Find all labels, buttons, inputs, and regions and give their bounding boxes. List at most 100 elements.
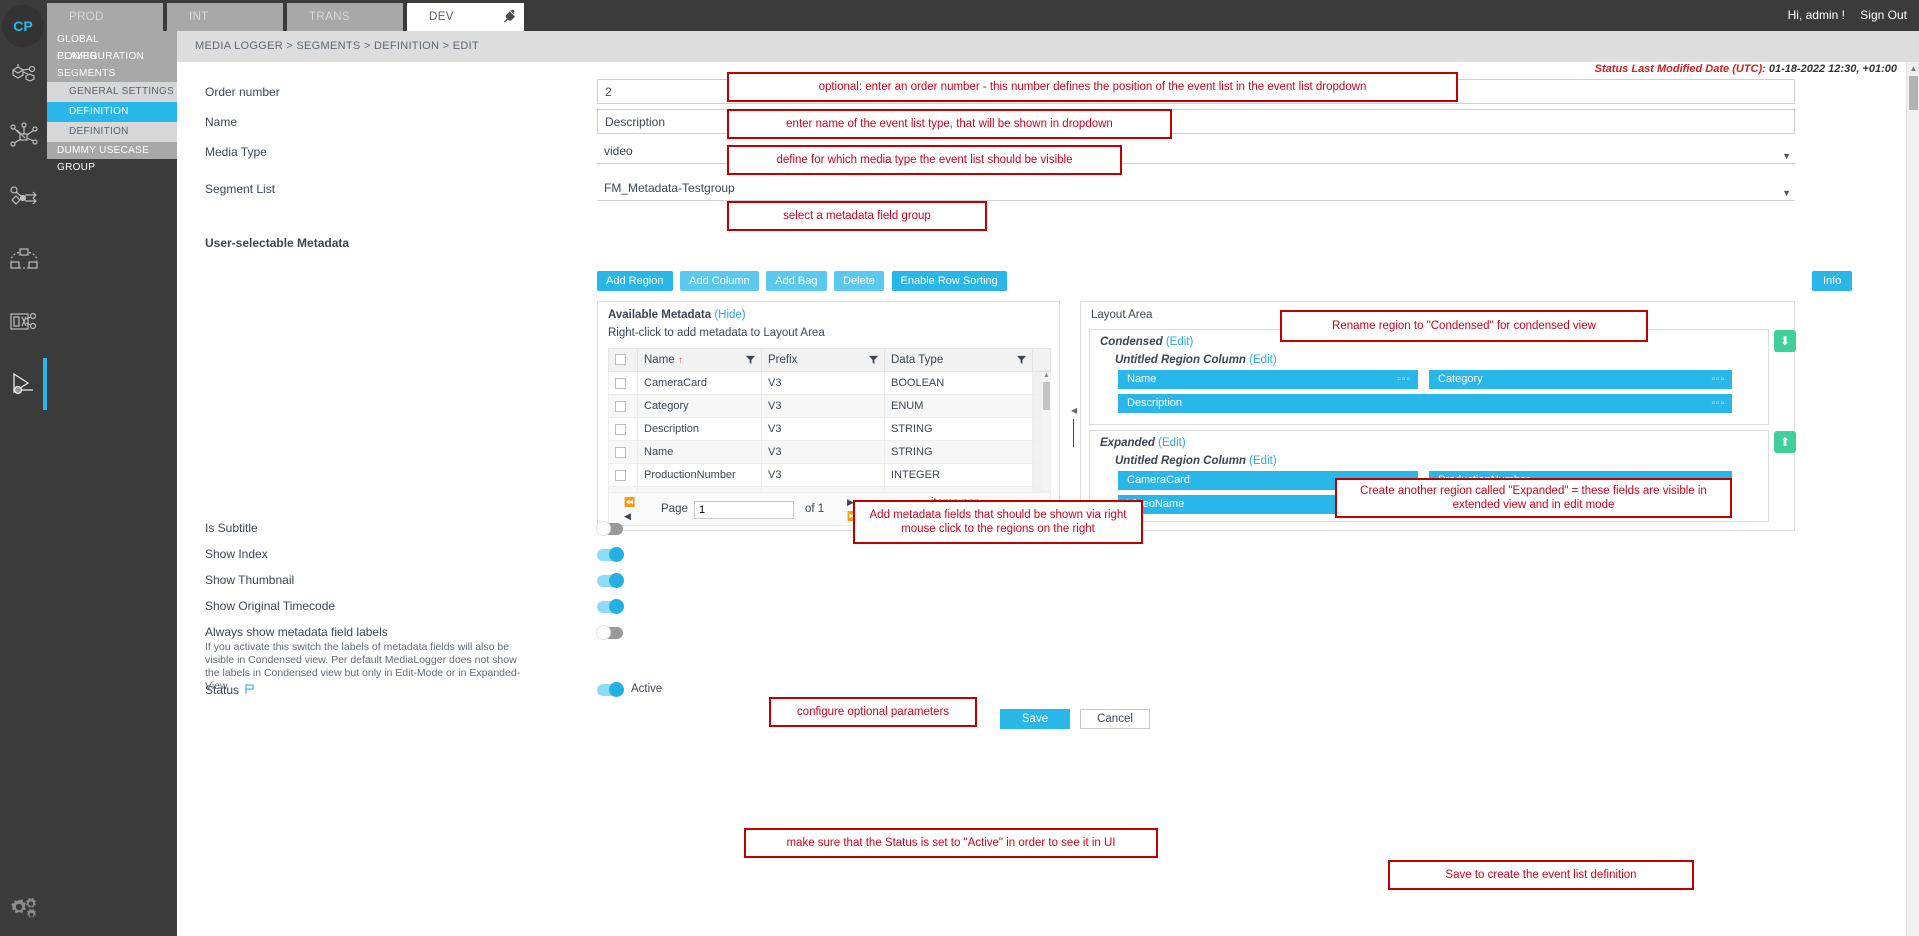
cell-prefix: V3 — [761, 440, 885, 464]
table-row[interactable]: ProductionNumber V3 INTEGER — [608, 463, 1051, 487]
label-is-subtitle: Is Subtitle — [205, 521, 258, 535]
row-checkbox-cell[interactable] — [608, 463, 638, 487]
row-checkbox-cell[interactable] — [608, 440, 638, 464]
chip-name-label: Name — [1127, 373, 1157, 385]
region-condensed[interactable]: Condensed (Edit) Untitled Region Column … — [1089, 329, 1769, 425]
select-all-checkbox[interactable] — [615, 354, 626, 366]
user-area: Hi, admin ! Sign Out — [1776, 0, 1907, 31]
workflow-icon[interactable] — [0, 172, 47, 224]
filter-icon[interactable] — [869, 355, 878, 367]
scrollbar-thumb[interactable] — [1043, 382, 1050, 410]
cancel-button[interactable]: Cancel — [1080, 709, 1150, 729]
delete-button[interactable]: Delete — [834, 271, 884, 291]
env-tab-dev[interactable]: DEV — [407, 3, 525, 31]
sidebar-item-general-settings[interactable]: GENERAL SETTINGS — [47, 82, 177, 102]
add-bag-button[interactable]: Add Bag — [766, 271, 827, 291]
filter-icon[interactable] — [746, 355, 755, 367]
table-row[interactable]: Description V3 STRING — [608, 417, 1051, 441]
sidebar-item-global-configuration[interactable]: GLOBAL CONFIGURATION — [47, 31, 177, 62]
sidebar-item-player[interactable]: PLAYER — [47, 48, 177, 65]
row-checkbox[interactable] — [615, 400, 626, 412]
env-tab-trans[interactable]: TRANS — [287, 3, 404, 31]
table-row[interactable]: Category V3 ENUM — [608, 394, 1051, 418]
row-checkbox[interactable] — [615, 423, 626, 435]
chip-category[interactable]: Category ▫▫▫ — [1429, 370, 1732, 389]
scrollbar-thumb[interactable] — [1909, 76, 1918, 110]
chip-name[interactable]: Name ▫▫▫ — [1118, 370, 1418, 389]
env-tab-int[interactable]: INT — [167, 3, 284, 31]
select-all-header[interactable] — [608, 348, 638, 372]
label-show-index: Show Index — [205, 547, 268, 561]
chip-description[interactable]: Description ▫▫▫ — [1118, 394, 1732, 413]
column-header-prefix[interactable]: Prefix — [761, 348, 885, 372]
scroll-gutter-header — [1032, 348, 1051, 372]
chip-menu-icon[interactable]: ▫▫▫ — [1711, 398, 1725, 409]
cell-type: BOOLEAN — [884, 371, 1033, 395]
region-expanded-name: Expanded (Edit) — [1100, 437, 1186, 449]
scroll-up-arrow[interactable]: ▲ — [1043, 372, 1050, 379]
structure-icon[interactable] — [0, 48, 47, 100]
toggle-show-index[interactable] — [597, 547, 624, 562]
move-region-down-button[interactable]: ⬇ — [1774, 330, 1796, 352]
move-region-up-button[interactable]: ⬆ — [1774, 431, 1796, 453]
table-row[interactable]: CameraCard V3 BOOLEAN — [608, 371, 1051, 395]
plug-icon[interactable] — [502, 8, 518, 27]
cycle-icon[interactable] — [0, 234, 47, 286]
sidebar-item-segments[interactable]: SEGMENTS — [47, 65, 177, 82]
metadata-grid-scrollbar[interactable]: ▲ — [1042, 372, 1051, 490]
cell-name: Category — [637, 394, 762, 418]
label-segment-list: Segment List — [205, 182, 276, 196]
enable-row-sorting-button[interactable]: Enable Row Sorting — [891, 271, 1007, 291]
hide-link[interactable]: (Hide) — [714, 309, 746, 321]
env-tab-prod[interactable]: PROD — [47, 3, 164, 31]
media-logger-icon[interactable] — [0, 358, 47, 410]
edit-clip-icon[interactable] — [0, 296, 47, 348]
filter-icon[interactable] — [1017, 355, 1026, 367]
row-checkbox[interactable] — [615, 446, 626, 458]
info-button[interactable]: Info — [1812, 271, 1853, 291]
chip-menu-icon[interactable]: ▫▫▫ — [1711, 374, 1725, 385]
prev-page-button[interactable]: ◀ — [624, 511, 631, 521]
toggle-status[interactable] — [597, 682, 624, 697]
toggle-always-show-metadata-field-labels[interactable] — [596, 625, 623, 640]
row-checkbox-cell[interactable] — [608, 371, 638, 395]
toggle-show-thumbnail[interactable] — [597, 573, 624, 588]
table-row[interactable]: Name V3 STRING — [608, 440, 1051, 464]
region-expanded-column-edit-link[interactable]: (Edit) — [1249, 455, 1277, 467]
region-condensed-column-edit-link[interactable]: (Edit) — [1249, 354, 1277, 366]
page-input[interactable] — [694, 501, 794, 519]
region-expanded-column-name: Untitled Region Column (Edit) — [1115, 455, 1277, 467]
row-checkbox-cell[interactable] — [608, 417, 638, 441]
save-button[interactable]: Save — [1000, 709, 1070, 729]
panel-splitter[interactable]: ◀ — [1070, 406, 1077, 451]
page-scrollbar[interactable]: ▲ — [1906, 62, 1919, 936]
column-header-name[interactable]: Name ↑ — [637, 348, 762, 372]
annotation-optional-params: configure optional parameters — [769, 697, 977, 727]
add-column-button[interactable]: Add Column — [680, 271, 759, 291]
sign-out-link[interactable]: Sign Out — [1860, 8, 1907, 22]
label-name: Name — [205, 115, 238, 129]
row-checkbox[interactable] — [615, 377, 626, 389]
region-expanded-edit-link[interactable]: (Edit) — [1158, 437, 1186, 449]
chip-menu-icon[interactable]: ▫▫▫ — [1397, 374, 1411, 385]
scroll-up-arrow[interactable]: ▲ — [1909, 64, 1918, 73]
sidebar-item-definition[interactable]: DEFINITION — [47, 122, 177, 142]
toggle-show-original-timecode[interactable] — [597, 599, 624, 614]
region-condensed-name: Condensed (Edit) — [1100, 336, 1193, 348]
segment-list-select[interactable]: FM_Metadata-Testgroup ▼ — [597, 176, 1795, 201]
gears-icon[interactable] — [0, 882, 47, 934]
add-region-button[interactable]: Add Region — [597, 271, 673, 291]
next-page-button[interactable]: ▶ — [847, 497, 854, 507]
toggle-is-subtitle[interactable] — [596, 521, 623, 536]
row-checkbox-cell[interactable] — [608, 394, 638, 418]
region-condensed-edit-link[interactable]: (Edit) — [1165, 336, 1194, 348]
cell-prefix: V3 — [761, 463, 885, 487]
last-page-button[interactable]: ⏩ — [847, 511, 858, 522]
row-checkbox[interactable] — [615, 469, 626, 481]
network-icon[interactable] — [0, 110, 47, 162]
first-page-button[interactable]: ⏪ — [624, 497, 636, 507]
column-header-data-type[interactable]: Data Type — [884, 348, 1033, 372]
app-logo[interactable]: CP — [2, 5, 44, 47]
sidebar-item-definition-active[interactable]: DEFINITION — [47, 102, 177, 122]
sidebar-item-dummy-usecase-group[interactable]: DUMMY USECASE GROUP — [47, 142, 177, 173]
